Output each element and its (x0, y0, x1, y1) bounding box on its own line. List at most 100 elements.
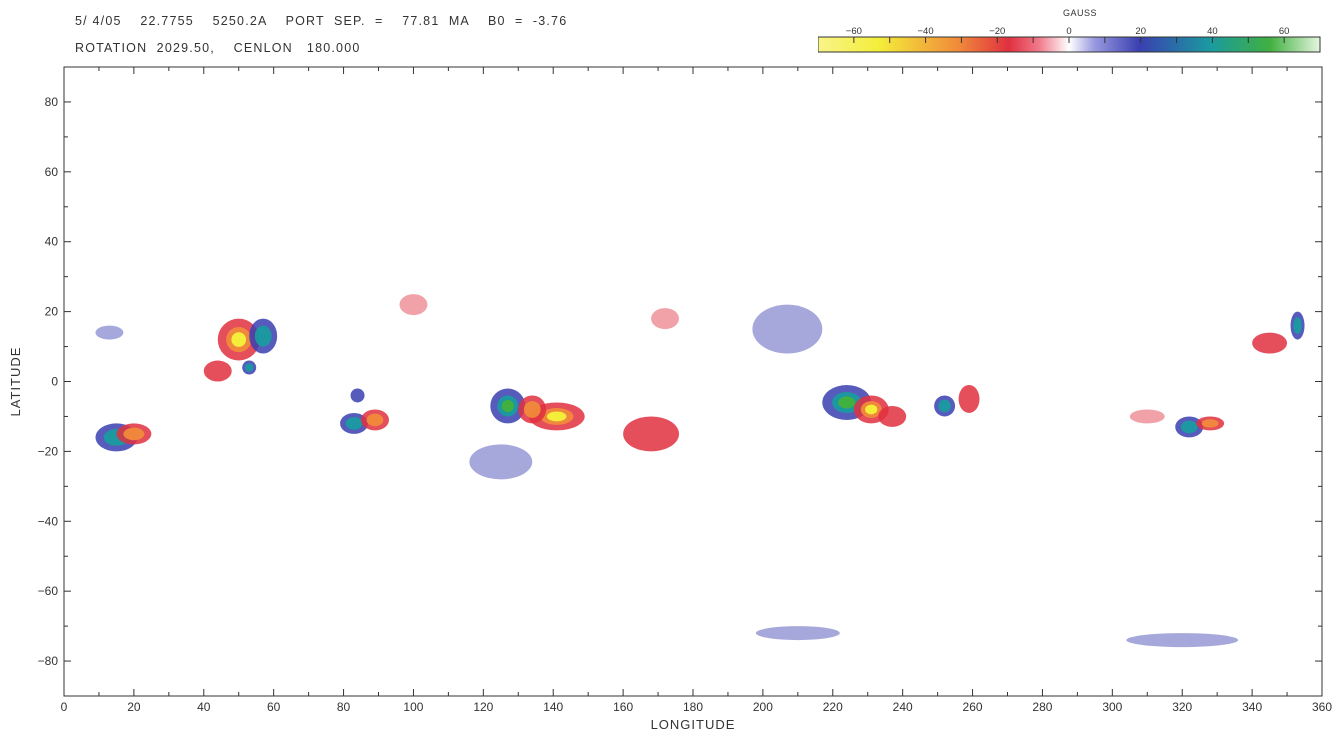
y-tick-label: −80 (38, 654, 59, 668)
colorbar-tick-label: −60 (846, 26, 862, 37)
field-region (1129, 409, 1165, 424)
colorbar-tick-label: 40 (1207, 26, 1218, 37)
colorbar: GAUSS −60 −40 −20 0 20 40 60 (817, 8, 1322, 56)
field-region (752, 304, 823, 354)
field-region (623, 416, 680, 452)
y-tick-label: 60 (45, 165, 59, 179)
x-tick-label: 120 (473, 700, 493, 714)
field-region-outer (203, 360, 232, 382)
y-tick-label: −40 (38, 514, 59, 528)
field-region-core (231, 332, 247, 347)
field-region-outer (623, 416, 680, 452)
x-tick-label: 340 (1242, 700, 1262, 714)
field-region (350, 388, 365, 403)
field-region (469, 444, 533, 480)
field-region (1196, 416, 1225, 431)
y-tick-label: 40 (45, 235, 59, 249)
field-region-mid (1201, 419, 1219, 428)
x-tick-label: 40 (197, 700, 211, 714)
colorbar-tick-label: −40 (918, 26, 934, 37)
field-region (116, 423, 152, 445)
x-tick-label: 300 (1102, 700, 1122, 714)
field-region-mid (938, 399, 951, 413)
field-region (934, 395, 956, 417)
x-axis-label: LONGITUDE (651, 717, 736, 732)
field-region-mid (366, 413, 384, 427)
axes: 0 20 40 60 80 100 120 140 160 180 200 220 240 260 280 3… (38, 66, 1332, 714)
x-tick-label: 200 (753, 700, 773, 714)
field-region (217, 318, 260, 361)
field-region (361, 409, 389, 431)
field-region-mid (345, 417, 363, 430)
x-tick-label: 80 (337, 700, 351, 714)
field-region (518, 395, 547, 424)
y-tick-label: 0 (51, 375, 58, 389)
field-region-outer (399, 294, 428, 316)
colorbar-svg: −60 −40 −20 0 20 40 60 (817, 26, 1321, 53)
field-region (249, 318, 278, 354)
field-region-outer (95, 325, 124, 340)
field-region-outer (1129, 409, 1165, 424)
field-region-outer (350, 388, 365, 403)
x-tick-label: 240 (893, 700, 913, 714)
colorbar-tick-label: 60 (1279, 26, 1290, 37)
header-line-2: ROTATION 2029.50, CENLON 180.000 (75, 41, 361, 55)
field-region-core (546, 411, 567, 422)
plot-background (64, 67, 1322, 696)
field-region (95, 325, 124, 340)
x-tick-label: 60 (267, 700, 281, 714)
field-region-outer (1126, 633, 1239, 648)
x-tick-label: 140 (543, 700, 563, 714)
y-tick-label: 80 (45, 95, 59, 109)
field-region (1290, 311, 1305, 340)
field-region-outer (958, 384, 980, 413)
field-region-mid (123, 427, 145, 441)
field-region-mid (523, 401, 541, 418)
field-region (1252, 332, 1288, 354)
x-tick-label: 220 (823, 700, 843, 714)
field-region (958, 384, 980, 413)
field-region (1126, 633, 1239, 648)
field-region-outer (755, 626, 840, 641)
y-tick-label: −20 (38, 444, 59, 458)
field-region-outer (651, 308, 680, 330)
field-region (242, 360, 257, 375)
field-region (203, 360, 232, 382)
x-tick-label: 360 (1312, 700, 1332, 714)
field-region-outer (1252, 332, 1288, 354)
colorbar-tick-label: 20 (1135, 26, 1146, 37)
field-region (878, 405, 907, 427)
field-region (399, 294, 428, 316)
colorbar-tick-label: 0 (1066, 26, 1071, 37)
field-region-outer (752, 304, 823, 354)
field-region-core (501, 399, 514, 413)
field-region-mid (245, 363, 254, 372)
header-line-1: 5/ 4/05 22.7755 5250.2A PORT SEP. = 77.8… (75, 14, 568, 28)
y-tick-label: −60 (38, 584, 59, 598)
y-tick-label: 20 (45, 305, 59, 319)
field-region (651, 308, 680, 330)
x-tick-label: 100 (403, 700, 423, 714)
field-region-core (865, 404, 878, 415)
field-region (755, 626, 840, 641)
colorbar-tick-label: −20 (989, 26, 1005, 37)
y-axis-label: LATITUDE (8, 347, 23, 417)
field-region (1175, 416, 1204, 438)
field-region-core (838, 396, 856, 409)
field-region-mid (1180, 420, 1198, 434)
field-region (340, 412, 369, 434)
x-tick-label: 160 (613, 700, 633, 714)
x-tick-label: 260 (963, 700, 983, 714)
field-region-outer (469, 444, 533, 480)
colorbar-title: GAUSS (1062, 8, 1097, 18)
plot-area (64, 67, 1322, 696)
x-tick-label: 280 (1032, 700, 1052, 714)
x-tick-label: 20 (127, 700, 141, 714)
x-tick-label: 0 (61, 700, 68, 714)
field-region (490, 388, 526, 424)
x-tick-label: 180 (683, 700, 703, 714)
field-region-mid (254, 325, 272, 347)
field-region-outer (878, 405, 907, 427)
field-region-mid (1293, 317, 1302, 334)
